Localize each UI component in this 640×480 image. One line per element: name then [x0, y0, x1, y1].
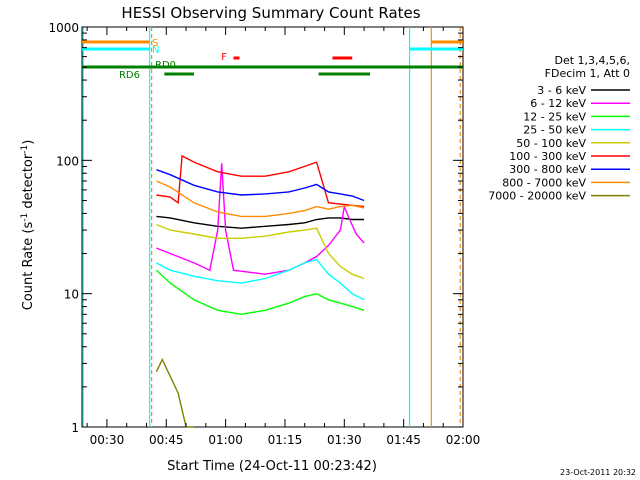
legend-label-2: 6 - 12 keV	[530, 97, 586, 110]
legend-label-4: 25 - 50 keV	[523, 124, 586, 137]
legend-label-5: 50 - 100 keV	[516, 137, 586, 150]
plot-frame	[81, 26, 464, 428]
legend-label-8: 800 - 7000 keV	[502, 176, 586, 189]
axis-ticks: 00:30 00:45 01:00 01:15 01:30 01:45 02:00 1 10 10…	[48, 21, 480, 447]
series-layer	[155, 154, 365, 428]
x-tick-label-2: 00:45	[149, 433, 184, 447]
vertical-markers	[82, 27, 461, 427]
series-line-2	[156, 163, 365, 275]
legend-label-6: 100 - 300 keV	[509, 150, 586, 163]
state-label-n: N	[152, 45, 159, 56]
legend-label-1: 3 - 6 keV	[537, 84, 586, 97]
x-tick-label-4: 01:15	[268, 433, 303, 447]
state-label-f: F	[221, 52, 227, 63]
y-tick-label-4: 1000	[48, 21, 79, 35]
legend-label-9: 7000 - 20000 keV	[488, 190, 586, 203]
state-label-s: S	[152, 38, 158, 49]
legend-header-line-1: Det 1,3,4,5,6,	[554, 54, 630, 67]
state-label-rd0: RD0	[155, 60, 176, 71]
series-line-3	[155, 269, 365, 316]
x-tick-label-1: 00:30	[90, 433, 125, 447]
x-tick-label-5: 01:30	[327, 433, 362, 447]
series-line-9	[155, 357, 194, 428]
y-tick-label-1: 1	[71, 421, 79, 435]
x-tick-label-6: 01:45	[386, 433, 421, 447]
series-line-8	[156, 180, 365, 218]
state-label-rd6: RD6	[119, 70, 140, 81]
datestamp: 23-Oct-2011 20:32	[560, 468, 636, 477]
x-tick-label-7: 02:00	[446, 433, 481, 447]
chart-title: HESSI Observing Summary Count Rates	[121, 4, 420, 22]
series-line-4	[156, 258, 365, 301]
series-line-6	[156, 154, 365, 208]
legend: Det 1,3,4,5,6, FDecim 1, Att 0 3 - 6 keV…	[488, 54, 630, 203]
y-axis-label: Count Rate (s-1 detector-1)	[20, 140, 36, 311]
legend-header-line-2: FDecim 1, Att 0	[545, 67, 630, 80]
x-axis-label: Start Time (24-Oct-11 00:23:42)	[167, 459, 377, 474]
state-bars: SN RD0 RD6 F	[82, 38, 463, 81]
legend-label-7: 300 - 800 keV	[509, 163, 586, 176]
x-tick-label-3: 01:00	[208, 433, 243, 447]
series-line-7	[156, 169, 365, 202]
legend-label-3: 12 - 25 keV	[523, 110, 586, 123]
series-line-1	[156, 215, 365, 229]
y-tick-label-2: 10	[64, 288, 79, 302]
series-line-5	[156, 223, 365, 280]
y-tick-label-3: 100	[56, 154, 79, 168]
